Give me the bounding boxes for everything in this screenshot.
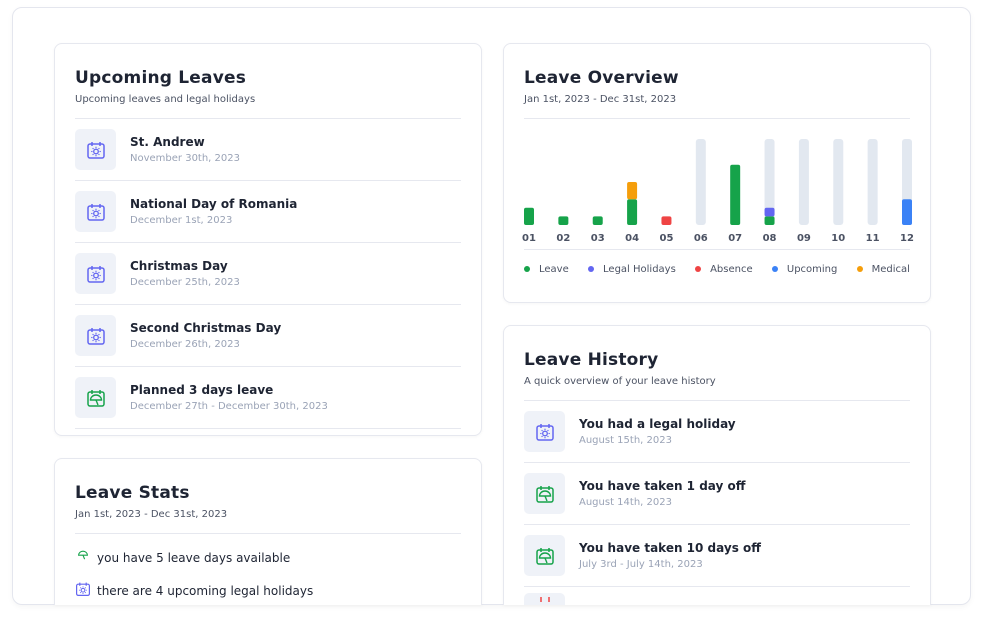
x-tick-label: 12 [900,233,914,244]
card-subtitle: Upcoming leaves and legal holidays [75,94,256,105]
leave-stats-card: Leave Stats Jan 1st, 2023 - Dec 31st, 20… [54,458,482,605]
calendar-sun-icon [524,411,565,452]
item-date: December 27th - December 30th, 2023 [130,401,328,412]
upcoming-leave-item[interactable]: St. Andrew November 30th, 2023 [75,119,461,181]
calendar-umbrella-icon [524,473,565,514]
leave-history-card: Leave History A quick overview of your l… [503,325,931,605]
x-tick-label: 03 [591,233,605,244]
stat-item: you have 5 leave days available [75,548,461,567]
bar-track-09 [798,139,809,225]
item-title: Christmas Day [130,259,228,273]
item-title: You have taken 1 day off [579,479,746,493]
calendar-absence-icon [524,593,565,605]
history-item-partial[interactable] [524,587,910,605]
calendar-umbrella-icon [75,377,116,418]
bar-leave-07[interactable] [730,164,741,225]
stat-text: there are 4 upcoming legal holidays [97,583,314,598]
stat-text: you have 5 leave days available [97,550,291,565]
item-title: You had a legal holiday [579,417,736,431]
bar-leave-01[interactable] [524,207,534,225]
bar-leave-08[interactable] [764,216,775,225]
bar-legal-holidays-08[interactable] [764,207,775,217]
card-title: Leave History [524,350,659,370]
card-title: Upcoming Leaves [75,68,247,88]
x-tick-label: 02 [556,233,570,244]
upcoming-leave-item[interactable]: Christmas Day December 25th, 2023 [75,243,461,305]
item-date: August 15th, 2023 [579,435,672,446]
x-tick-label: 06 [694,233,708,244]
item-title: You have taken 10 days off [579,541,761,555]
bar-leave-04[interactable] [627,199,638,225]
legend-label: Legal Holidays [603,264,676,275]
calendar-sun-icon [75,191,116,232]
legend-item[interactable]: Leave [524,264,569,275]
item-date: November 30th, 2023 [130,153,240,164]
upcoming-leave-item[interactable]: Planned 3 days leave December 27th - Dece… [75,367,461,429]
x-tick-label: 11 [866,233,880,244]
history-item[interactable]: You have taken 10 days off July 3rd - Jul… [524,525,910,587]
stat-item: there are 4 upcoming legal holidays [75,581,461,600]
item-title: National Day of Romania [130,197,298,211]
bar-track-06 [695,139,706,225]
item-title: St. Andrew [130,135,205,149]
bar-leave-03[interactable] [592,216,603,225]
x-tick-label: 07 [728,233,742,244]
history-item[interactable]: You have taken 1 day off August 14th, 202… [524,463,910,525]
item-title: Planned 3 days leave [130,383,274,397]
upcoming-leave-item[interactable]: Second Christmas Day December 26th, 2023 [75,305,461,367]
legend-item[interactable]: Absence [695,264,753,275]
legend-item[interactable]: Upcoming [771,264,838,275]
bar-medical-04[interactable] [627,182,638,200]
bar-upcoming-12[interactable] [902,199,912,225]
item-date: July 3rd - July 14th, 2023 [579,559,703,570]
calendar-umbrella-icon [524,535,565,576]
legend-label: Leave [539,264,569,275]
chart-legend: Leave Legal Holidays Absence Upcoming Medica… [524,264,910,275]
legend-label: Medical [871,264,910,275]
umbrella-icon [75,548,97,567]
card-subtitle: Jan 1st, 2023 - Dec 31st, 2023 [524,94,677,105]
card-subtitle: A quick overview of your leave history [524,376,716,387]
upcoming-leave-item[interactable]: National Day of Romania December 1st, 202… [75,181,461,243]
item-date: December 25th, 2023 [130,277,240,288]
history-item[interactable]: You had a legal holiday August 15th, 2023 [524,401,910,463]
item-date: December 1st, 2023 [130,215,233,226]
item-title: Second Christmas Day [130,321,282,335]
legend-item[interactable]: Legal Holidays [588,264,676,275]
x-tick-label: 05 [659,233,673,244]
card-title: Leave Overview [524,68,679,88]
leave-chart: 01 02 03 04 05 06 07 08 09 10 11 12 [522,119,914,249]
calendar-sun-icon [75,315,116,356]
bar-track-11 [867,139,878,225]
dashboard-frame: Upcoming Leaves Upcoming leaves and lega… [12,7,971,605]
item-date: December 26th, 2023 [130,339,240,350]
leave-overview-card: Leave Overview Jan 1st, 2023 - Dec 31st,… [503,43,931,303]
upcoming-leaves-card: Upcoming Leaves Upcoming leaves and lega… [54,43,482,436]
x-tick-label: 01 [522,233,536,244]
card-subtitle: Jan 1st, 2023 - Dec 31st, 2023 [75,509,228,520]
item-date: August 14th, 2023 [579,497,672,508]
legend-item[interactable]: Medical [856,264,910,275]
x-tick-label: 10 [831,233,845,244]
x-tick-label: 04 [625,233,639,244]
bar-leave-02[interactable] [558,216,569,225]
x-tick-label: 08 [763,233,777,244]
calendar-sun-icon [75,581,97,600]
calendar-sun-icon [75,253,116,294]
bar-absence-05[interactable] [661,216,672,225]
x-tick-label: 09 [797,233,811,244]
calendar-sun-icon [75,129,116,170]
legend-label: Upcoming [786,264,838,275]
legend-label: Absence [710,264,753,275]
bar-track-08 [764,139,775,225]
bar-track-10 [833,139,844,225]
card-title: Leave Stats [75,483,190,503]
